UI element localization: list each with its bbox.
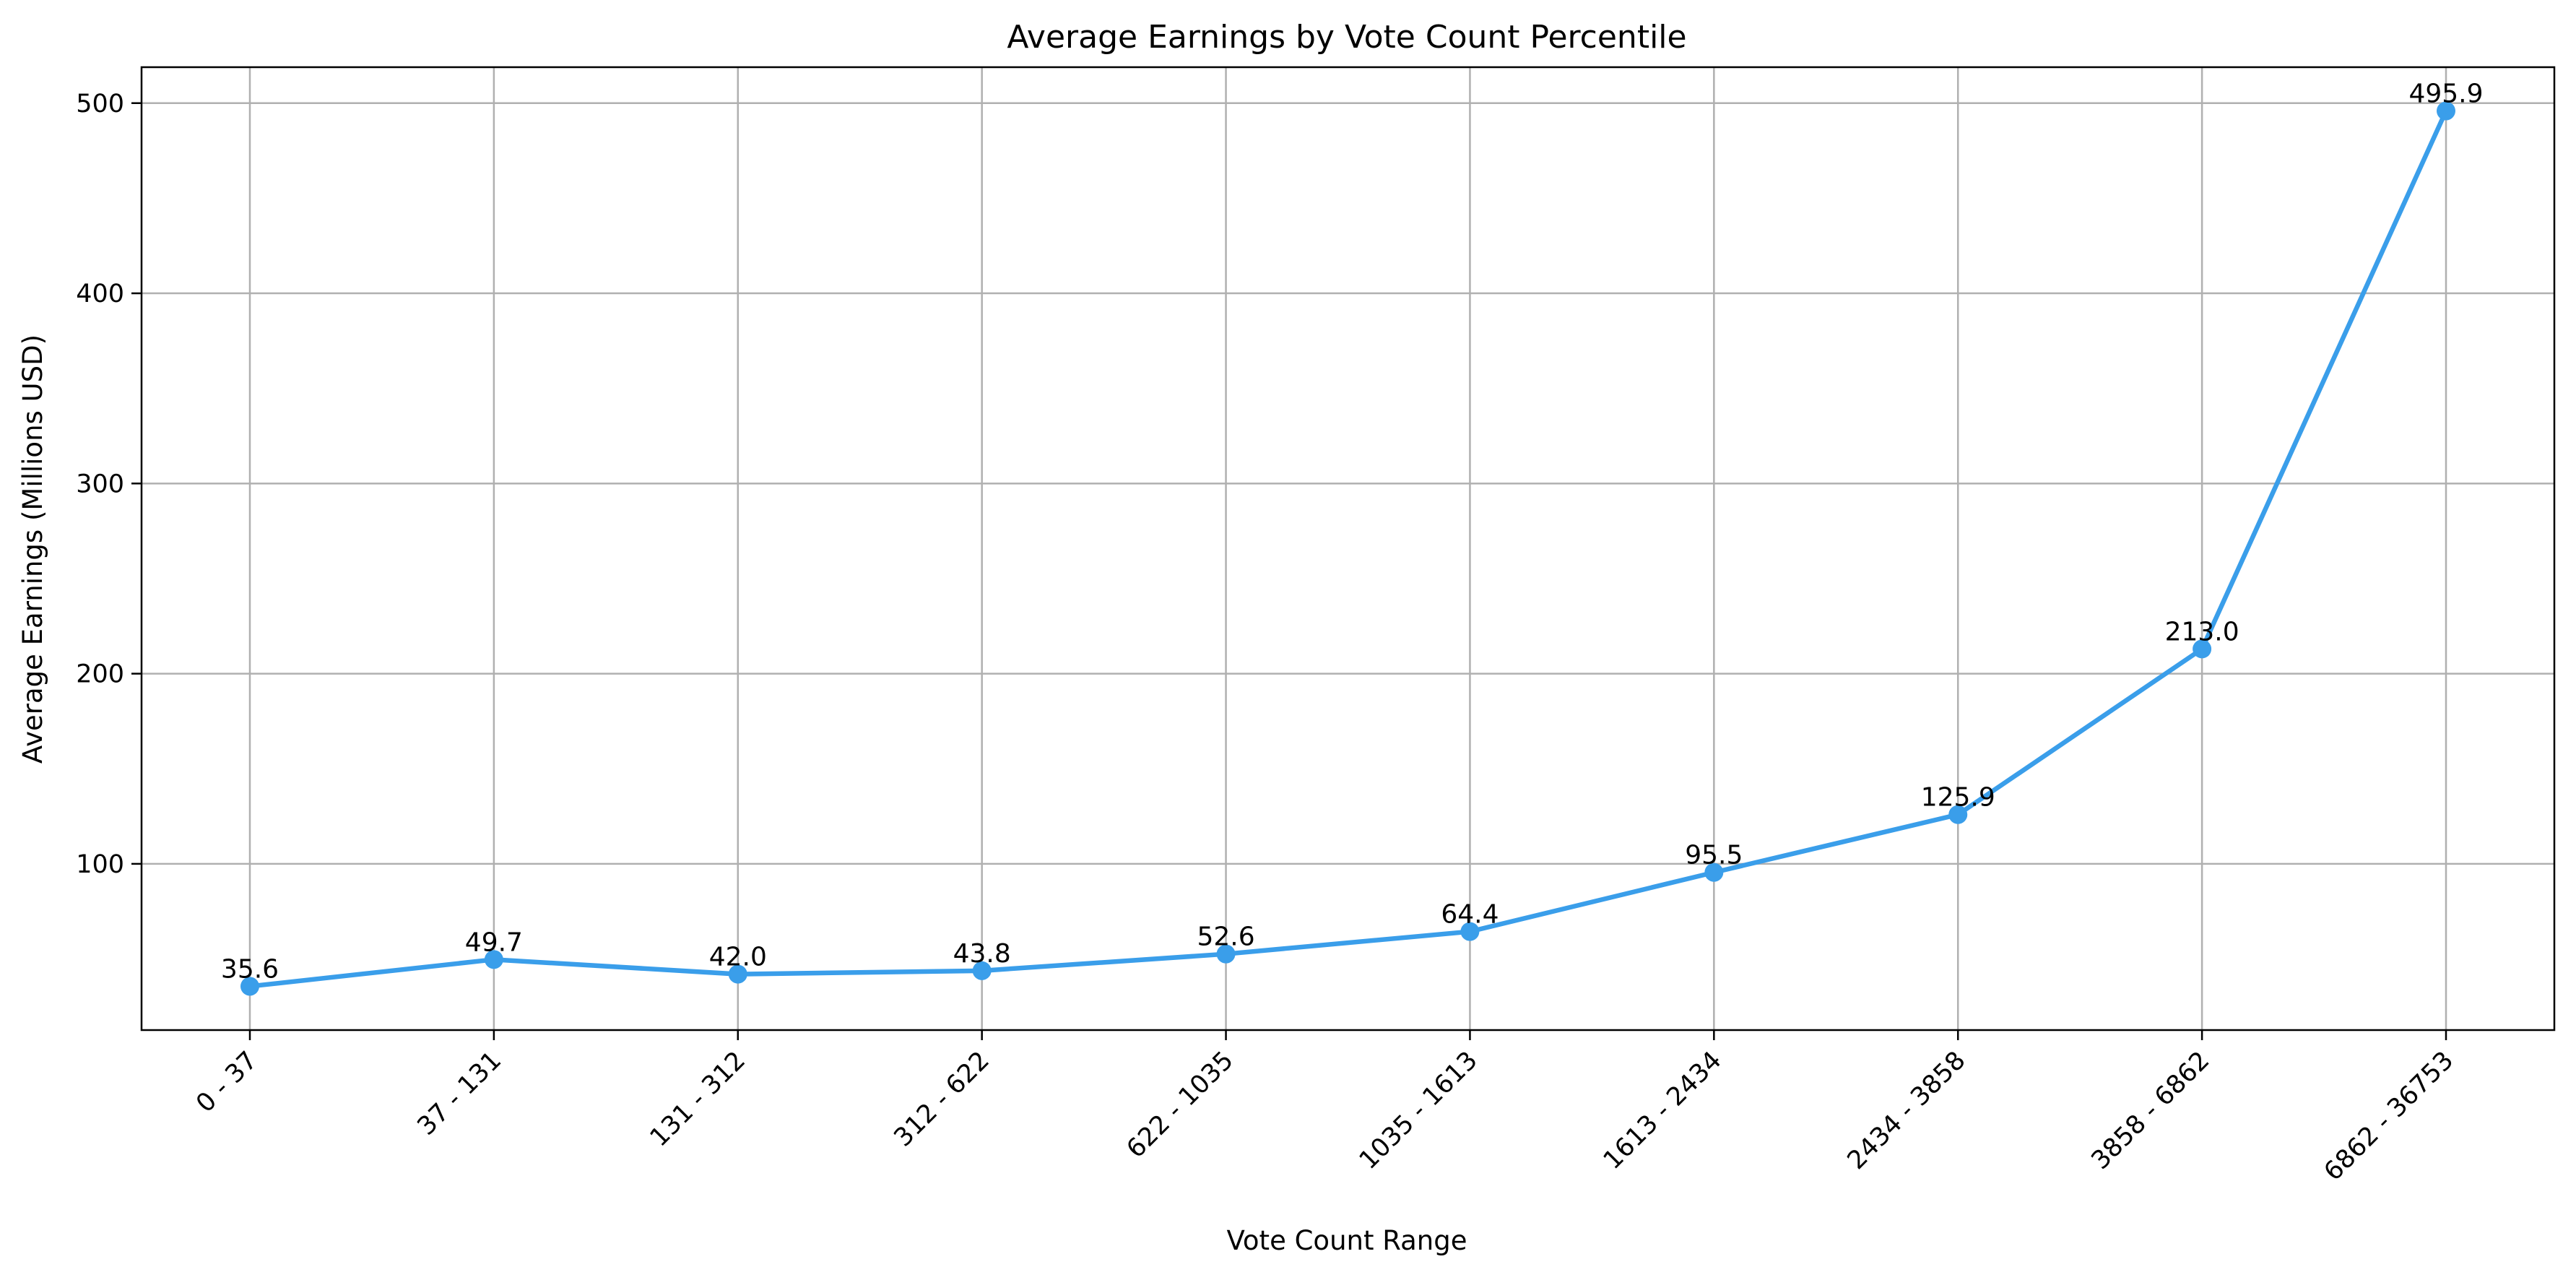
tick-layer: 0 - 37 37 - 131 131 - 312 312 - 622 622 - 10… <box>76 90 2459 1187</box>
x-tick-label: 0 - 37 <box>191 1046 263 1118</box>
data-label: 495.9 <box>2408 79 2483 109</box>
x-tick-label: 312 - 622 <box>889 1046 995 1152</box>
data-point <box>1460 922 1480 941</box>
x-tick-label: 2434 - 3858 <box>1842 1046 1972 1175</box>
data-point <box>972 961 992 980</box>
series-layer <box>240 101 2455 996</box>
data-point <box>2437 101 2455 121</box>
x-tick-label: 1035 - 1613 <box>1354 1046 1483 1175</box>
y-tick-label: 400 <box>76 280 124 308</box>
data-label-layer: 35.6 49.7 42.0 43.8 52.6 64.4 95.5 125.9 213.0 49… <box>221 79 2484 985</box>
x-tick-label: 131 - 312 <box>645 1046 751 1152</box>
y-tick-label: 200 <box>76 660 124 689</box>
data-point <box>2193 639 2212 659</box>
x-tick-label: 1613 - 2434 <box>1598 1046 1727 1175</box>
x-axis-label: Vote Count Range <box>1226 1225 1467 1256</box>
y-tick-label: 100 <box>76 850 124 879</box>
data-label: 95.5 <box>1685 841 1743 870</box>
data-point <box>1704 862 1724 882</box>
data-label: 49.7 <box>465 927 523 957</box>
x-tick-label: 37 - 131 <box>412 1046 508 1141</box>
y-tick-label: 300 <box>76 470 124 498</box>
grid-layer <box>142 67 2554 1030</box>
y-tick-label: 500 <box>76 90 124 118</box>
data-label: 64.4 <box>1441 900 1499 930</box>
chart-title: Average Earnings by Vote Count Percentil… <box>1007 19 1686 56</box>
x-tick-label: 622 - 1035 <box>1122 1046 1239 1164</box>
series-line <box>247 108 2449 989</box>
data-label: 52.6 <box>1197 922 1254 952</box>
data-point <box>728 964 747 984</box>
data-point <box>1948 805 1968 824</box>
x-tick-label: 6862 - 36753 <box>2319 1046 2460 1187</box>
x-tick-label: 3858 - 6862 <box>2086 1046 2216 1175</box>
data-label: 35.6 <box>221 954 279 984</box>
data-label: 43.8 <box>953 939 1011 969</box>
data-point <box>240 977 259 996</box>
data-label: 213.0 <box>2165 617 2239 647</box>
data-label: 42.0 <box>709 943 767 972</box>
y-axis-label: Average Earnings (Millions USD) <box>17 334 48 764</box>
data-point <box>1216 944 1236 964</box>
data-point <box>484 950 503 969</box>
data-label: 125.9 <box>1921 783 1995 813</box>
plot-frame <box>140 66 2556 1032</box>
